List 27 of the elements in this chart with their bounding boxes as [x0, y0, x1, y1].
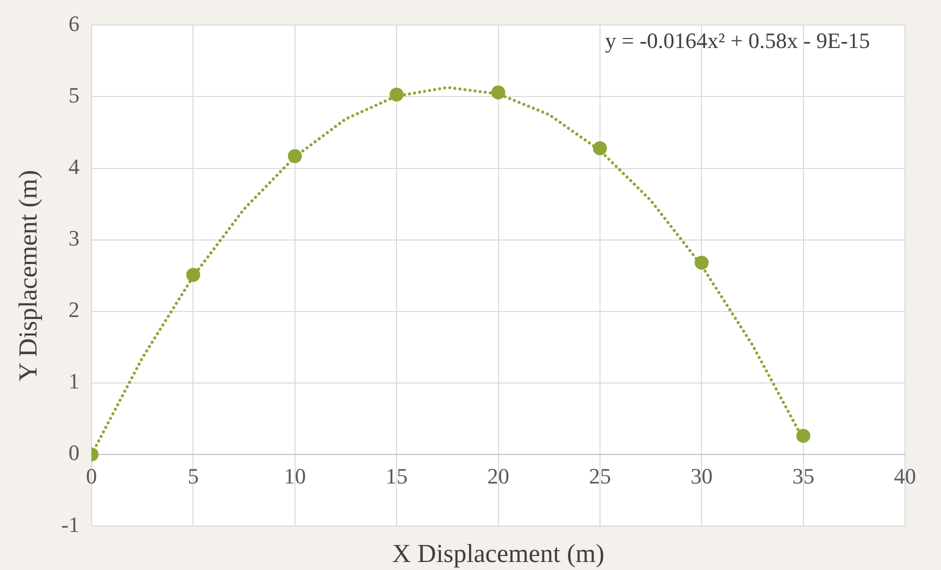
y-axis-title: Y Displacement (m) — [13, 170, 42, 382]
y-tick-label: 4 — [68, 154, 80, 180]
x-tick-label: 35 — [792, 463, 814, 488]
annotation: y = -0.0164x² + 0.58x - 9E-15 — [605, 28, 870, 53]
x-tick-label: 15 — [386, 463, 408, 488]
x-tick-label: 10 — [284, 463, 306, 488]
point — [491, 85, 506, 100]
point — [796, 428, 810, 443]
y-tick-label: 0 — [68, 440, 80, 466]
point — [288, 149, 302, 164]
x-tick-label: 0 — [86, 463, 98, 488]
point — [694, 256, 709, 270]
y-tick-label: 3 — [68, 226, 80, 251]
x-tick-label: 30 — [690, 463, 713, 488]
y-tick-label: 1 — [68, 368, 80, 394]
x-tick-label: 40 — [894, 463, 916, 488]
point — [186, 268, 200, 282]
x-axis-title: X Displacement (m) — [392, 538, 604, 568]
x-tick-label: 5 — [188, 463, 199, 488]
x-tick-label: 25 — [588, 463, 611, 488]
point — [592, 141, 607, 156]
y-tick-label: -1 — [61, 512, 80, 537]
y-tick-label: 5 — [68, 82, 80, 108]
x-tick-label: 20 — [487, 463, 510, 488]
y-tick-label: 6 — [68, 10, 80, 36]
y-tick-label: 2 — [68, 297, 80, 322]
point — [390, 88, 404, 102]
